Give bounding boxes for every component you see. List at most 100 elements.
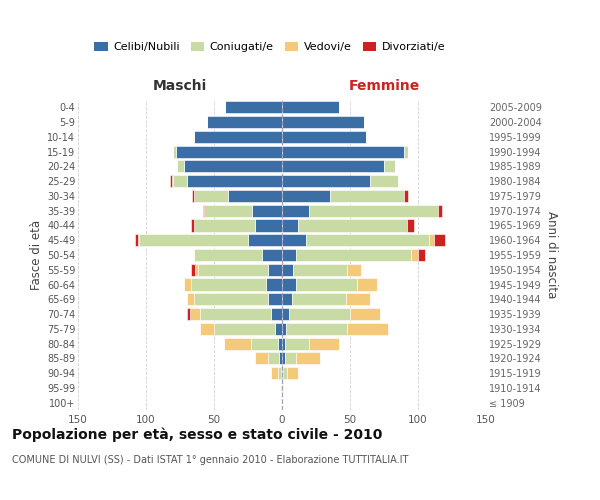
Bar [282,102,339,114]
Text: Popolazione per età, sesso e stato civile - 2010: Popolazione per età, sesso e stato civil… [12,428,382,442]
Bar [191,220,194,232]
Bar [282,323,286,335]
Bar [205,204,252,217]
Bar [224,338,251,349]
Bar [285,338,309,349]
Bar [407,220,414,232]
Bar [278,367,281,379]
Bar [194,293,268,306]
Bar [187,175,282,187]
Bar [225,102,282,114]
Bar [184,278,191,290]
Bar [404,190,409,202]
Bar [194,131,282,143]
Bar [203,204,205,217]
Bar [282,220,298,232]
Bar [135,234,138,246]
Bar [283,367,287,379]
Bar [307,234,429,246]
Text: Maschi: Maschi [153,78,207,92]
Bar [282,146,404,158]
Bar [138,234,139,246]
Bar [292,293,346,306]
Bar [194,190,227,202]
Bar [191,264,195,276]
Bar [370,175,398,187]
Bar [248,234,282,246]
Bar [278,338,282,349]
Bar [434,234,445,246]
Bar [296,278,357,290]
Bar [282,293,292,306]
Bar [298,220,407,232]
Bar [275,323,282,335]
Bar [282,352,285,364]
Bar [282,367,283,379]
Y-axis label: Anni di nascita: Anni di nascita [545,212,559,298]
Bar [286,323,347,335]
Bar [282,190,329,202]
Bar [262,249,282,261]
Bar [200,323,214,335]
Bar [357,278,377,290]
Bar [173,146,176,158]
Bar [418,249,425,261]
Bar [271,308,282,320]
Bar [268,352,279,364]
Bar [289,308,350,320]
Bar [195,264,197,276]
Bar [329,190,404,202]
Bar [279,352,282,364]
Bar [271,367,278,379]
Bar [384,160,395,172]
Bar [282,382,283,394]
Bar [282,338,285,349]
Bar [187,293,194,306]
Bar [309,338,339,349]
Bar [176,146,282,158]
Bar [252,204,282,217]
Bar [309,204,439,217]
Bar [255,352,268,364]
Bar [404,146,409,158]
Bar [282,131,367,143]
Bar [170,175,172,187]
Bar [296,249,411,261]
Bar [187,308,190,320]
Bar [281,367,282,379]
Bar [293,264,347,276]
Bar [227,190,282,202]
Bar [214,323,275,335]
Bar [268,293,282,306]
Text: COMUNE DI NULVI (SS) - Dati ISTAT 1° gennaio 2010 - Elaborazione TUTTITALIA.IT: COMUNE DI NULVI (SS) - Dati ISTAT 1° gen… [12,455,409,465]
Bar [197,264,268,276]
Bar [347,264,361,276]
Bar [173,175,187,187]
Bar [172,175,173,187]
Bar [411,249,418,261]
Bar [429,234,434,246]
Bar [200,308,271,320]
Bar [194,249,262,261]
Bar [190,308,200,320]
Bar [207,116,282,128]
Bar [282,116,364,128]
Bar [139,234,248,246]
Bar [439,204,442,217]
Bar [184,160,282,172]
Bar [282,175,370,187]
Bar [191,278,266,290]
Bar [282,308,289,320]
Bar [350,308,380,320]
Legend: Celibi/Nubili, Coniugati/e, Vedovi/e, Divorziati/e: Celibi/Nubili, Coniugati/e, Vedovi/e, Di… [90,38,450,56]
Bar [285,352,296,364]
Bar [268,264,282,276]
Bar [346,293,370,306]
Bar [282,204,309,217]
Bar [282,264,293,276]
Text: Femmine: Femmine [349,78,419,92]
Bar [282,234,307,246]
Bar [281,382,282,394]
Bar [282,160,384,172]
Bar [296,352,320,364]
